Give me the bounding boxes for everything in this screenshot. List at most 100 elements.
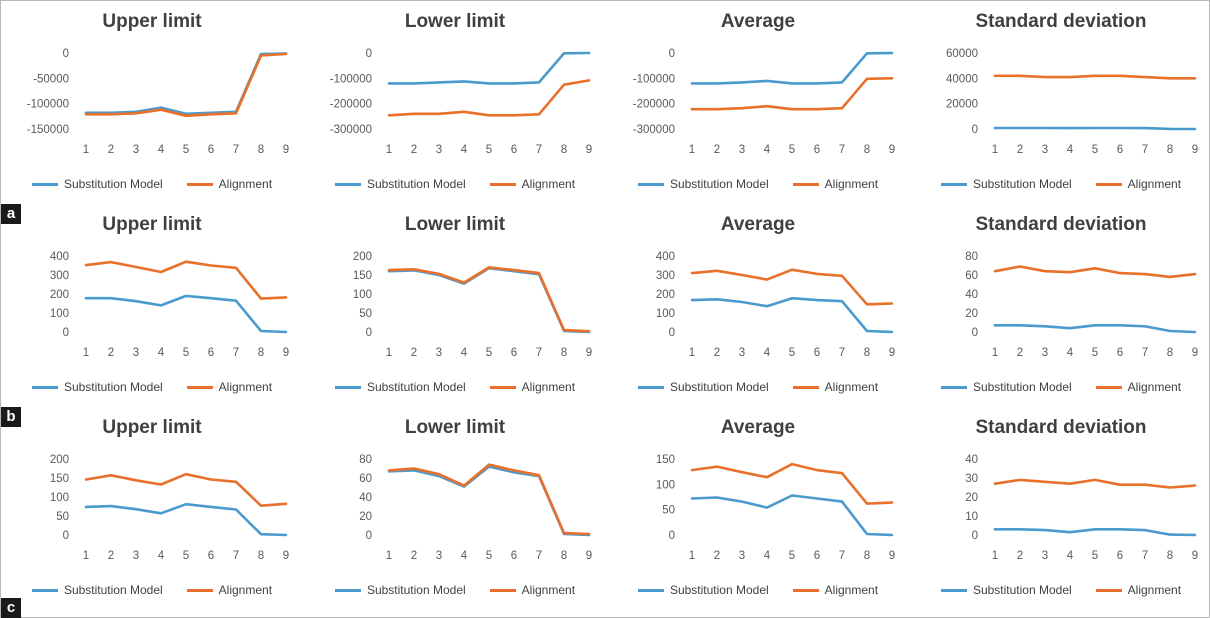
legend-label: Alignment: [218, 177, 273, 191]
series-line: [993, 478, 1197, 489]
legend: Substitution Model Alignment: [607, 581, 909, 599]
x-tick-label: 3: [436, 550, 442, 562]
x-tick-label: 8: [1167, 144, 1173, 156]
x-tick-label: 8: [864, 550, 870, 562]
y-tick-label: -50000: [33, 73, 69, 85]
x-tick-label: 5: [486, 550, 492, 562]
x-tick-label: 9: [283, 550, 289, 562]
legend-swatch: [637, 385, 664, 389]
chart-panel: Upper limit 200 150 100 50 0 1 2 3 4 5 6 7 8 9 Substitu…: [1, 407, 303, 610]
legend-label: Alignment: [824, 177, 879, 191]
legend-item: Substitution Model: [940, 380, 1072, 394]
series-line: [387, 79, 591, 117]
legend-item: Alignment: [1095, 177, 1182, 191]
y-tick-label: 0: [63, 530, 69, 542]
x-tick-label: 4: [461, 550, 468, 562]
x-tick-label: 9: [1192, 144, 1198, 156]
x-tick-label: 7: [536, 550, 542, 562]
legend-item: Substitution Model: [31, 380, 163, 394]
legend-label: Alignment: [521, 380, 576, 394]
legend-item: Alignment: [186, 177, 273, 191]
series-line: [993, 528, 1197, 537]
legend-label: Substitution Model: [366, 583, 466, 597]
line-chart: 80 60 40 20 0 1 2 3 4 5 6 7 8 9: [965, 251, 1198, 359]
series-line: [84, 472, 288, 507]
x-tick-label: 7: [233, 347, 239, 359]
legend-swatch: [186, 588, 213, 592]
x-tick-label: 1: [386, 347, 392, 359]
x-tick-label: 5: [183, 347, 189, 359]
x-tick-label: 3: [1042, 347, 1048, 359]
x-tick-label: 6: [511, 347, 517, 359]
y-tick-label: 0: [366, 48, 372, 60]
y-tick-label: 20: [359, 511, 372, 523]
y-tick-label: 200: [656, 289, 675, 301]
x-tick-label: 4: [1067, 144, 1074, 156]
legend-label: Alignment: [218, 380, 273, 394]
x-tick-label: 9: [283, 347, 289, 359]
legend-swatch: [940, 385, 967, 389]
x-tick-label: 9: [889, 550, 895, 562]
legend-item: Alignment: [1095, 583, 1181, 597]
y-tick-label: 0: [972, 124, 978, 136]
x-tick-label: 3: [739, 347, 745, 359]
legend: Substitution Model Alignment: [1, 581, 303, 599]
y-tick-label: 10: [965, 511, 978, 523]
x-tick-label: 3: [436, 144, 442, 156]
series-line: [84, 294, 288, 334]
y-tick-label: -100000: [633, 73, 675, 85]
legend-item: Substitution Model: [334, 583, 466, 597]
y-tick-label: -300000: [330, 124, 372, 136]
chart-title: Lower limit: [404, 417, 506, 438]
y-tick-label: -150000: [27, 124, 69, 136]
legend-label: Substitution Model: [366, 380, 466, 394]
x-tick-label: 5: [1092, 550, 1098, 562]
line-chart: 0 -100000 -200000 -300000 1 2 3 4 5 6 7 8 9: [330, 48, 592, 156]
x-tick-label: 3: [133, 144, 139, 156]
legend: Substitution Model Alignment: [304, 581, 606, 599]
y-tick-label: 30: [965, 473, 978, 485]
legend-label: Substitution Model: [63, 583, 163, 597]
row-label-b: b: [1, 407, 21, 427]
legend-swatch: [489, 385, 516, 389]
legend-label: Substitution Model: [669, 583, 769, 597]
x-tick-label: 4: [1067, 347, 1074, 359]
line-chart: 400 300 200 100 0 1 2 3 4 5 6 7 8 9: [50, 251, 289, 359]
y-tick-label: 60: [359, 473, 372, 485]
legend-swatch: [1095, 385, 1122, 389]
legend-swatch: [637, 588, 664, 592]
chart-title: Upper limit: [102, 417, 202, 438]
x-tick-label: 2: [108, 347, 114, 359]
legend-label: Substitution Model: [63, 177, 163, 191]
legend-item: Substitution Model: [31, 583, 163, 597]
x-tick-label: 9: [283, 144, 289, 156]
x-tick-label: 7: [233, 144, 239, 156]
legend-item: Alignment: [186, 583, 272, 597]
x-tick-label: 9: [889, 347, 895, 359]
x-tick-label: 5: [789, 550, 795, 562]
chart-panel: Lower limit 0 -100000 -200000 -300000 1 2 3 4 5 6 7…: [304, 1, 606, 204]
x-tick-label: 9: [586, 144, 592, 156]
legend-swatch: [940, 182, 967, 186]
series-line: [387, 266, 591, 334]
legend-label: Alignment: [1127, 380, 1182, 394]
y-tick-label: 40: [965, 454, 978, 466]
chart-title: Lower limit: [404, 11, 506, 32]
x-tick-label: 4: [764, 550, 771, 562]
y-tick-label: 200: [50, 454, 69, 466]
legend: Substitution Model Alignment: [304, 378, 606, 396]
legend-swatch: [334, 385, 361, 389]
x-tick-label: 2: [1017, 144, 1023, 156]
y-tick-label: -200000: [633, 99, 675, 111]
x-tick-label: 3: [133, 347, 139, 359]
x-tick-label: 7: [839, 550, 845, 562]
x-tick-label: 4: [461, 347, 468, 359]
legend-item: Alignment: [792, 583, 878, 597]
chart-panel: Lower limit 200 150 100 50 0 1 2 3 4 5 6 7 8 9 Substitu…: [304, 204, 606, 407]
legend-label: Alignment: [1127, 177, 1182, 191]
series-line: [84, 260, 288, 300]
line-chart: 200 150 100 50 0 1 2 3 4 5 6 7 8 9: [50, 454, 289, 562]
x-tick-label: 1: [689, 347, 695, 359]
legend-swatch: [31, 385, 58, 389]
